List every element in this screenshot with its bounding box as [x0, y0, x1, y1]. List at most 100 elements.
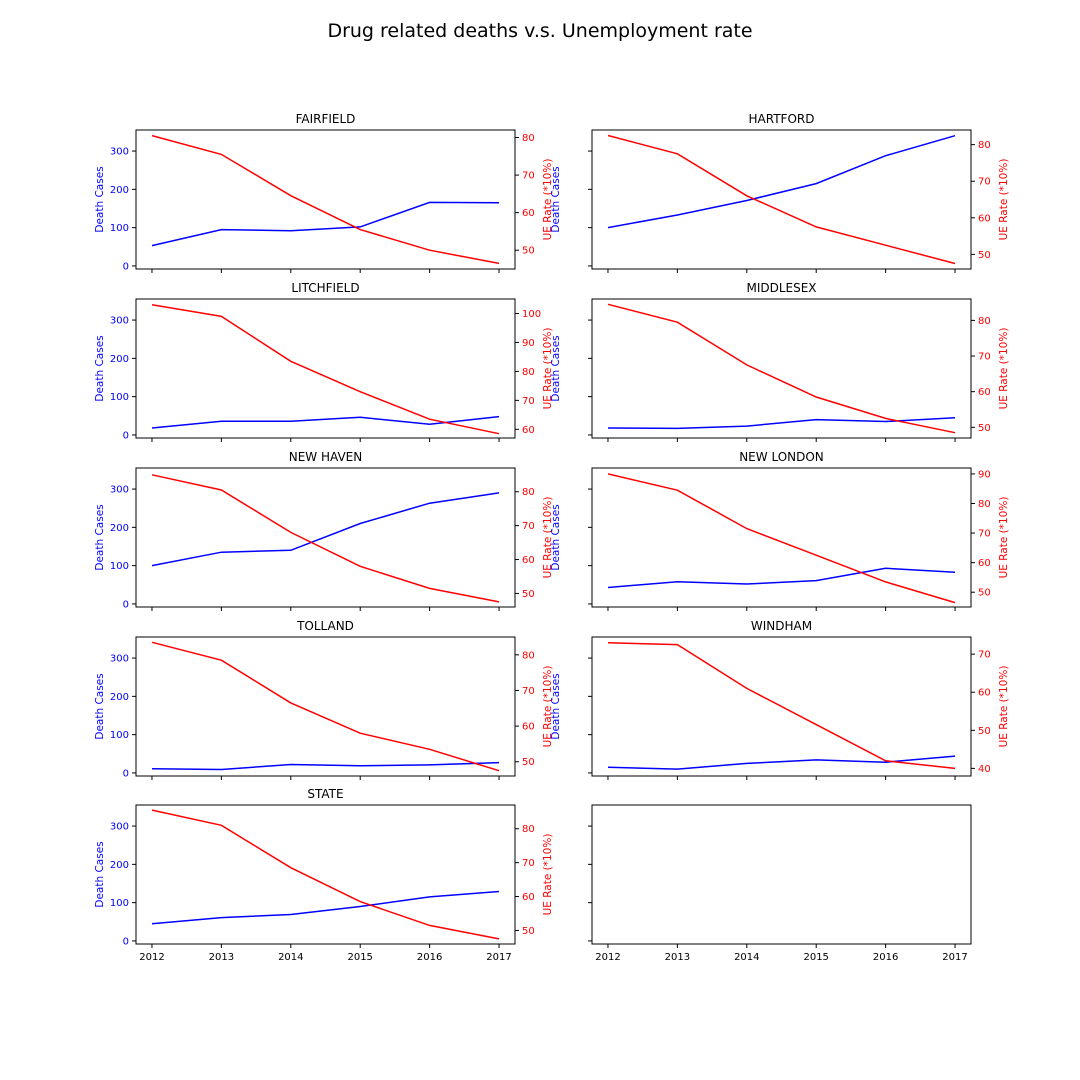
x-tick-label: 2014 [734, 952, 759, 963]
panel-title: NEW HAVEN [289, 450, 362, 464]
right-tick-label: 80 [978, 140, 991, 151]
left-tick-label: 200 [110, 354, 129, 365]
right-tick-label: 70 [522, 858, 535, 869]
right-tick-label: 60 [522, 555, 535, 566]
panel-title: NEW LONDON [739, 450, 824, 464]
right-axis-label: UE Rate (*10%) [542, 159, 554, 241]
panel-title: MIDDLESEX [746, 281, 816, 295]
left-axis-label: Death Cases [550, 166, 562, 232]
ue-rate-line [607, 303, 956, 434]
left-axis-label: Death Cases [550, 504, 562, 570]
subplot-empty: 2012 2013 2014 2015 2016 2017 [588, 804, 972, 963]
right-tick-label: 60 [978, 688, 991, 699]
subplot-fairfield: FAIRFIELD 0 100 200 300 Death Cases 50 60 70 80 UE… [94, 112, 554, 273]
x-tick-label: 2016 [873, 952, 898, 963]
x-tick-label: 2017 [942, 952, 967, 963]
right-tick-label: 50 [522, 589, 535, 600]
right-tick-label: 90 [522, 338, 535, 349]
death-cases-line [151, 492, 500, 567]
right-tick-label: 50 [978, 250, 991, 261]
left-tick-label: 300 [110, 316, 129, 327]
right-tick-label: 50 [978, 588, 991, 599]
ue-rate-line [151, 474, 500, 603]
panel-title: TOLLAND [296, 619, 354, 633]
left-axis-label: Death Cases [94, 166, 106, 232]
death-cases-line [151, 761, 500, 771]
right-tick-label: 70 [978, 352, 991, 363]
ue-rate-line [607, 473, 956, 604]
right-tick-label: 80 [522, 367, 535, 378]
left-tick-label: 0 [123, 430, 129, 441]
x-tick-label: 2017 [486, 952, 511, 963]
ue-rate-line [151, 809, 500, 940]
left-tick-label: 300 [110, 822, 129, 833]
panel-title: LITCHFIELD [291, 281, 359, 295]
x-tick-label: 2013 [665, 952, 690, 963]
ue-rate-line [607, 134, 956, 265]
right-tick-label: 60 [978, 213, 991, 224]
right-tick-label: 100 [522, 309, 541, 320]
death-cases-line [151, 890, 500, 925]
ue-rate-line [151, 134, 500, 265]
right-axis-label: UE Rate (*10%) [542, 666, 554, 748]
subplot-windham: WINDHAM Death Cases 40 50 60 70 UE Rate (*10%) [550, 619, 1010, 780]
axes-frame [591, 298, 972, 439]
right-tick-label: 60 [522, 208, 535, 219]
left-tick-label: 100 [110, 730, 129, 741]
axes-frame [135, 636, 516, 777]
right-tick-label: 60 [522, 892, 535, 903]
x-tick-label: 2015 [347, 952, 372, 963]
left-axis-label: Death Cases [94, 673, 106, 739]
right-tick-label: 80 [522, 487, 535, 498]
left-tick-label: 100 [110, 898, 129, 909]
right-tick-label: 80 [522, 650, 535, 661]
left-tick-label: 0 [123, 599, 129, 610]
right-tick-label: 60 [522, 722, 535, 733]
left-axis-label: Death Cases [94, 504, 106, 570]
right-tick-label: 90 [978, 469, 991, 480]
left-tick-label: 0 [123, 768, 129, 779]
left-tick-label: 200 [110, 523, 129, 534]
left-tick-label: 100 [110, 561, 129, 572]
subplot-tolland: TOLLAND 0 100 200 300 Death Cases 50 60 70 80 UE R… [94, 619, 554, 780]
right-axis-label: UE Rate (*10%) [542, 328, 554, 410]
left-tick-label: 200 [110, 860, 129, 871]
right-tick-label: 80 [522, 824, 535, 835]
subplot-new-london: NEW LONDON Death Cases 50 60 70 80 90 UE Rate (… [550, 450, 1010, 611]
panel-title: STATE [307, 787, 343, 801]
right-tick-label: 70 [978, 650, 991, 661]
right-tick-label: 70 [522, 171, 535, 182]
axes-frame [135, 298, 516, 439]
right-tick-label: 50 [522, 246, 535, 257]
figure-title: Drug related deaths v.s. Unemployment ra… [327, 20, 752, 42]
left-tick-label: 300 [110, 485, 129, 496]
panel-title: WINDHAM [751, 619, 812, 633]
panel-title: FAIRFIELD [296, 112, 356, 126]
right-tick-label: 60 [978, 558, 991, 569]
right-axis-label: UE Rate (*10%) [542, 497, 554, 579]
subplot-middlesex: MIDDLESEX Death Cases 50 60 70 80 UE Rate (*10… [550, 281, 1010, 442]
right-tick-label: 70 [522, 521, 535, 532]
death-cases-line [151, 201, 500, 247]
left-tick-label: 200 [110, 692, 129, 703]
axes-frame [135, 129, 516, 270]
right-axis-label: UE Rate (*10%) [998, 666, 1010, 748]
right-axis-label: UE Rate (*10%) [998, 159, 1010, 241]
right-tick-label: 60 [978, 387, 991, 398]
ue-rate-line [607, 641, 956, 770]
axes-frame [591, 467, 972, 608]
subplot-litchfield: LITCHFIELD 0 100 200 300 Death Cases 60 70 80 90 1… [94, 281, 554, 442]
death-cases-line [607, 134, 956, 229]
panel-title: HARTFORD [749, 112, 815, 126]
left-axis-label: Death Cases [550, 335, 562, 401]
x-tick-label: 2013 [209, 952, 234, 963]
subplot-new-haven: NEW HAVEN 0 100 200 300 Death Cases 50 60 70 80 UE… [94, 450, 554, 611]
x-tick-label: 2012 [595, 952, 620, 963]
death-cases-line [607, 755, 956, 770]
right-tick-label: 50 [978, 423, 991, 434]
right-tick-label: 80 [978, 499, 991, 510]
left-tick-label: 300 [110, 654, 129, 665]
left-tick-label: 200 [110, 185, 129, 196]
left-tick-label: 100 [110, 223, 129, 234]
